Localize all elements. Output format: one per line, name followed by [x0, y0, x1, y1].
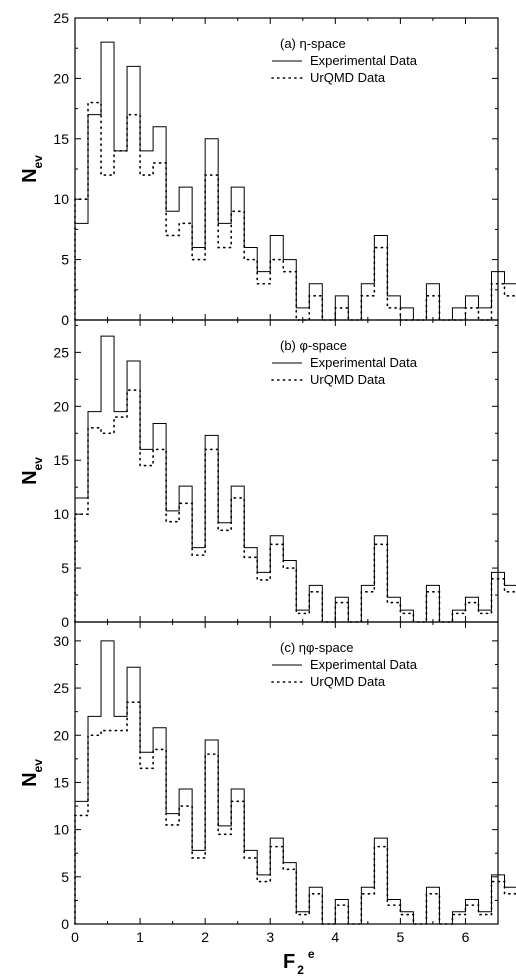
y-axis-title-sub: ev — [31, 457, 45, 471]
legend-label: UrQMD Data — [310, 674, 386, 689]
y-tick-label: 20 — [53, 70, 69, 86]
y-tick-label: 0 — [61, 312, 69, 328]
plot-frame — [74, 17, 499, 321]
y-axis-title-main: N — [19, 470, 41, 484]
y-axis-title-sub: ev — [31, 759, 45, 773]
y-axis-title: Nev — [19, 155, 45, 183]
x-axis-title-sub: 2 — [297, 963, 304, 977]
y-tick-label: 15 — [53, 774, 69, 790]
y-tick-label: 5 — [61, 869, 69, 885]
plot-frame — [74, 319, 499, 623]
legend-label: UrQMD Data — [310, 70, 386, 85]
panel-label: (a) η-space — [280, 36, 346, 51]
y-tick-label: 20 — [53, 727, 69, 743]
y-tick-label: 25 — [53, 680, 69, 696]
panel-label: (b) φ-space — [280, 338, 347, 353]
legend-label: Experimental Data — [310, 53, 418, 68]
series-experimental-step — [74, 640, 516, 925]
y-tick-label: 10 — [53, 506, 69, 522]
x-tick-label: 1 — [136, 929, 144, 945]
y-tick-label: 25 — [53, 10, 69, 26]
panel-b: 0 5 10 15 20 25 (b) φ-space Experimental Data Ur… — [19, 319, 516, 630]
y-axis-title-main: N — [19, 772, 41, 786]
y-tick-label: 20 — [53, 398, 69, 414]
series-experimental-step — [74, 41, 516, 321]
panel-a: 0 5 10 15 20 25 (a) η-space Experimental Data Ur… — [19, 10, 516, 328]
y-axis-title: Nev — [19, 759, 45, 787]
legend-label: UrQMD Data — [310, 372, 386, 387]
series-urqmd-step — [74, 701, 516, 925]
panel-c: 0 5 10 15 20 25 30 0 1 2 3 4 5 6 (c) ηφ-space Experimen… — [19, 621, 516, 977]
y-tick-label: 0 — [61, 614, 69, 630]
x-axis-title-main: F — [283, 951, 295, 973]
y-tick-label: 10 — [53, 191, 69, 207]
y-axis-title-main: N — [19, 168, 41, 182]
y-tick-label: 15 — [53, 452, 69, 468]
y-tick-label: 5 — [61, 560, 69, 576]
plot-frame — [74, 621, 499, 925]
x-tick-label: 3 — [266, 929, 274, 945]
x-tick-label: 2 — [201, 929, 209, 945]
y-axis-title-sub: ev — [31, 155, 45, 169]
series-urqmd-step — [74, 101, 516, 321]
x-tick-label: 4 — [331, 929, 339, 945]
x-axis-title: F 2e — [283, 947, 315, 977]
legend-label: Experimental Data — [310, 355, 418, 370]
y-tick-label: 10 — [53, 822, 69, 838]
y-tick-label: 25 — [53, 344, 69, 360]
x-axis-title-sup: e — [308, 947, 315, 961]
x-tick-label: 6 — [462, 929, 470, 945]
legend-label: Experimental Data — [310, 657, 418, 672]
y-tick-label: 30 — [53, 633, 69, 649]
y-tick-label: 15 — [53, 131, 69, 147]
y-axis-title: Nev — [19, 457, 45, 485]
series-urqmd-step — [74, 389, 516, 623]
series-experimental-step — [74, 335, 516, 623]
panel-label: (c) ηφ-space — [280, 640, 353, 655]
x-tick-label: 5 — [396, 929, 404, 945]
y-tick-label: 0 — [61, 916, 69, 932]
x-tick-label: 0 — [71, 929, 79, 945]
y-tick-label: 5 — [61, 252, 69, 268]
